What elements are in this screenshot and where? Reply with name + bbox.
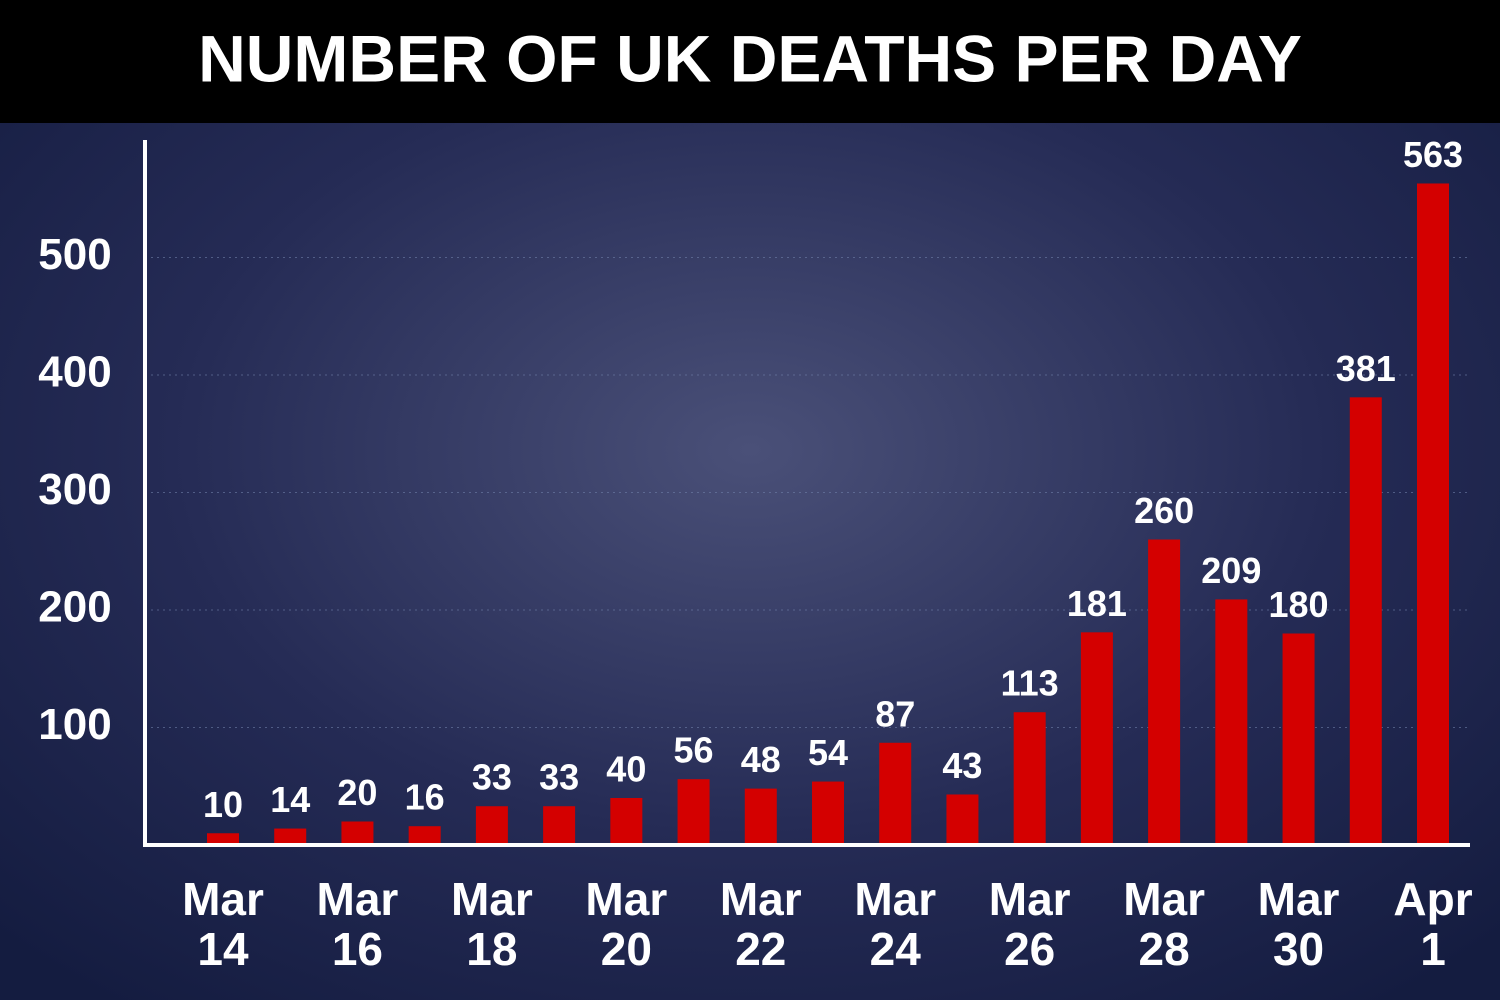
x-tick-label: Mar 20 xyxy=(585,873,667,975)
bar xyxy=(1282,633,1315,845)
x-tick-label-line: Mar xyxy=(854,873,936,925)
x-tick-label-line: Mar xyxy=(317,873,399,925)
value-label: 33 xyxy=(472,757,512,798)
x-tick-label-line: 28 xyxy=(1139,923,1190,975)
x-tick-label-line: Mar xyxy=(182,873,264,925)
x-tick-label-line: Mar xyxy=(989,873,1071,925)
x-tick-label-line: Mar xyxy=(1123,873,1205,925)
bar xyxy=(1349,397,1382,845)
value-label: 87 xyxy=(875,693,915,734)
value-label: 180 xyxy=(1269,584,1329,625)
value-label: 113 xyxy=(1001,663,1059,704)
x-tick-label-line: 30 xyxy=(1273,923,1324,975)
x-tick-label-line: Mar xyxy=(720,873,802,925)
y-tick-label: 100 xyxy=(38,700,111,749)
bar xyxy=(1080,632,1113,845)
x-tick-label: Mar 26 xyxy=(989,873,1071,975)
x-tick-label-line: 22 xyxy=(735,923,786,975)
y-tick-label: 300 xyxy=(38,465,111,514)
x-tick-label-line: Apr xyxy=(1393,873,1472,925)
y-tick-label: 400 xyxy=(38,348,111,397)
value-label: 43 xyxy=(942,745,982,786)
x-tick-label-line: 20 xyxy=(601,923,652,975)
bar xyxy=(1013,712,1046,845)
title-bar xyxy=(0,0,1500,123)
bar xyxy=(1148,539,1181,845)
value-label: 40 xyxy=(606,749,646,790)
x-tick-label: Mar 28 xyxy=(1123,873,1205,975)
value-label: 381 xyxy=(1336,348,1396,389)
value-label: 56 xyxy=(674,730,714,771)
bar xyxy=(1215,599,1248,845)
value-label: 260 xyxy=(1134,490,1194,531)
x-tick-label: Mar 16 xyxy=(317,873,399,975)
value-label: 14 xyxy=(270,779,310,820)
x-tick-label: Mar 14 xyxy=(182,873,264,975)
bar xyxy=(1417,183,1449,846)
x-tick-label: Mar 24 xyxy=(854,873,936,975)
y-tick-label: 500 xyxy=(38,230,111,279)
bar xyxy=(744,788,777,845)
bar xyxy=(408,826,441,845)
x-tick-label-line: 1 xyxy=(1420,923,1446,975)
x-tick-label-line: 16 xyxy=(332,923,383,975)
bar xyxy=(879,742,912,845)
chart-title: NUMBER OF UK DEATHS PER DAY xyxy=(198,21,1302,95)
value-label: 209 xyxy=(1201,550,1261,591)
x-tick-label-line: Mar xyxy=(1258,873,1340,925)
x-tick-label: Mar 18 xyxy=(451,873,533,975)
value-label: 48 xyxy=(741,739,781,780)
bar xyxy=(812,781,844,845)
x-tick-label: Mar 30 xyxy=(1258,873,1340,975)
x-tick-label-line: 18 xyxy=(466,923,517,975)
bar xyxy=(610,798,643,845)
value-label: 10 xyxy=(203,784,243,825)
bar xyxy=(475,806,508,845)
x-tick-label: Apr 1 xyxy=(1393,873,1472,975)
value-label: 54 xyxy=(808,732,848,773)
value-label: 181 xyxy=(1067,583,1127,624)
y-tick-label: 200 xyxy=(38,583,111,632)
value-label: 16 xyxy=(405,777,445,818)
bar xyxy=(543,806,576,845)
bar xyxy=(207,833,239,845)
x-tick-label-line: 26 xyxy=(1004,923,1055,975)
value-label: 20 xyxy=(337,772,377,813)
bar xyxy=(274,828,307,845)
x-tick-label-line: 24 xyxy=(870,923,922,975)
x-tick-label-line: Mar xyxy=(451,873,533,925)
value-label: 563 xyxy=(1403,134,1463,175)
bar xyxy=(677,779,710,845)
bar xyxy=(341,821,374,845)
bar xyxy=(946,794,979,845)
x-tick-label-line: 14 xyxy=(197,923,249,975)
x-tick-label: Mar 22 xyxy=(720,873,802,975)
value-label: 33 xyxy=(539,757,579,798)
x-tick-label-line: Mar xyxy=(585,873,667,925)
